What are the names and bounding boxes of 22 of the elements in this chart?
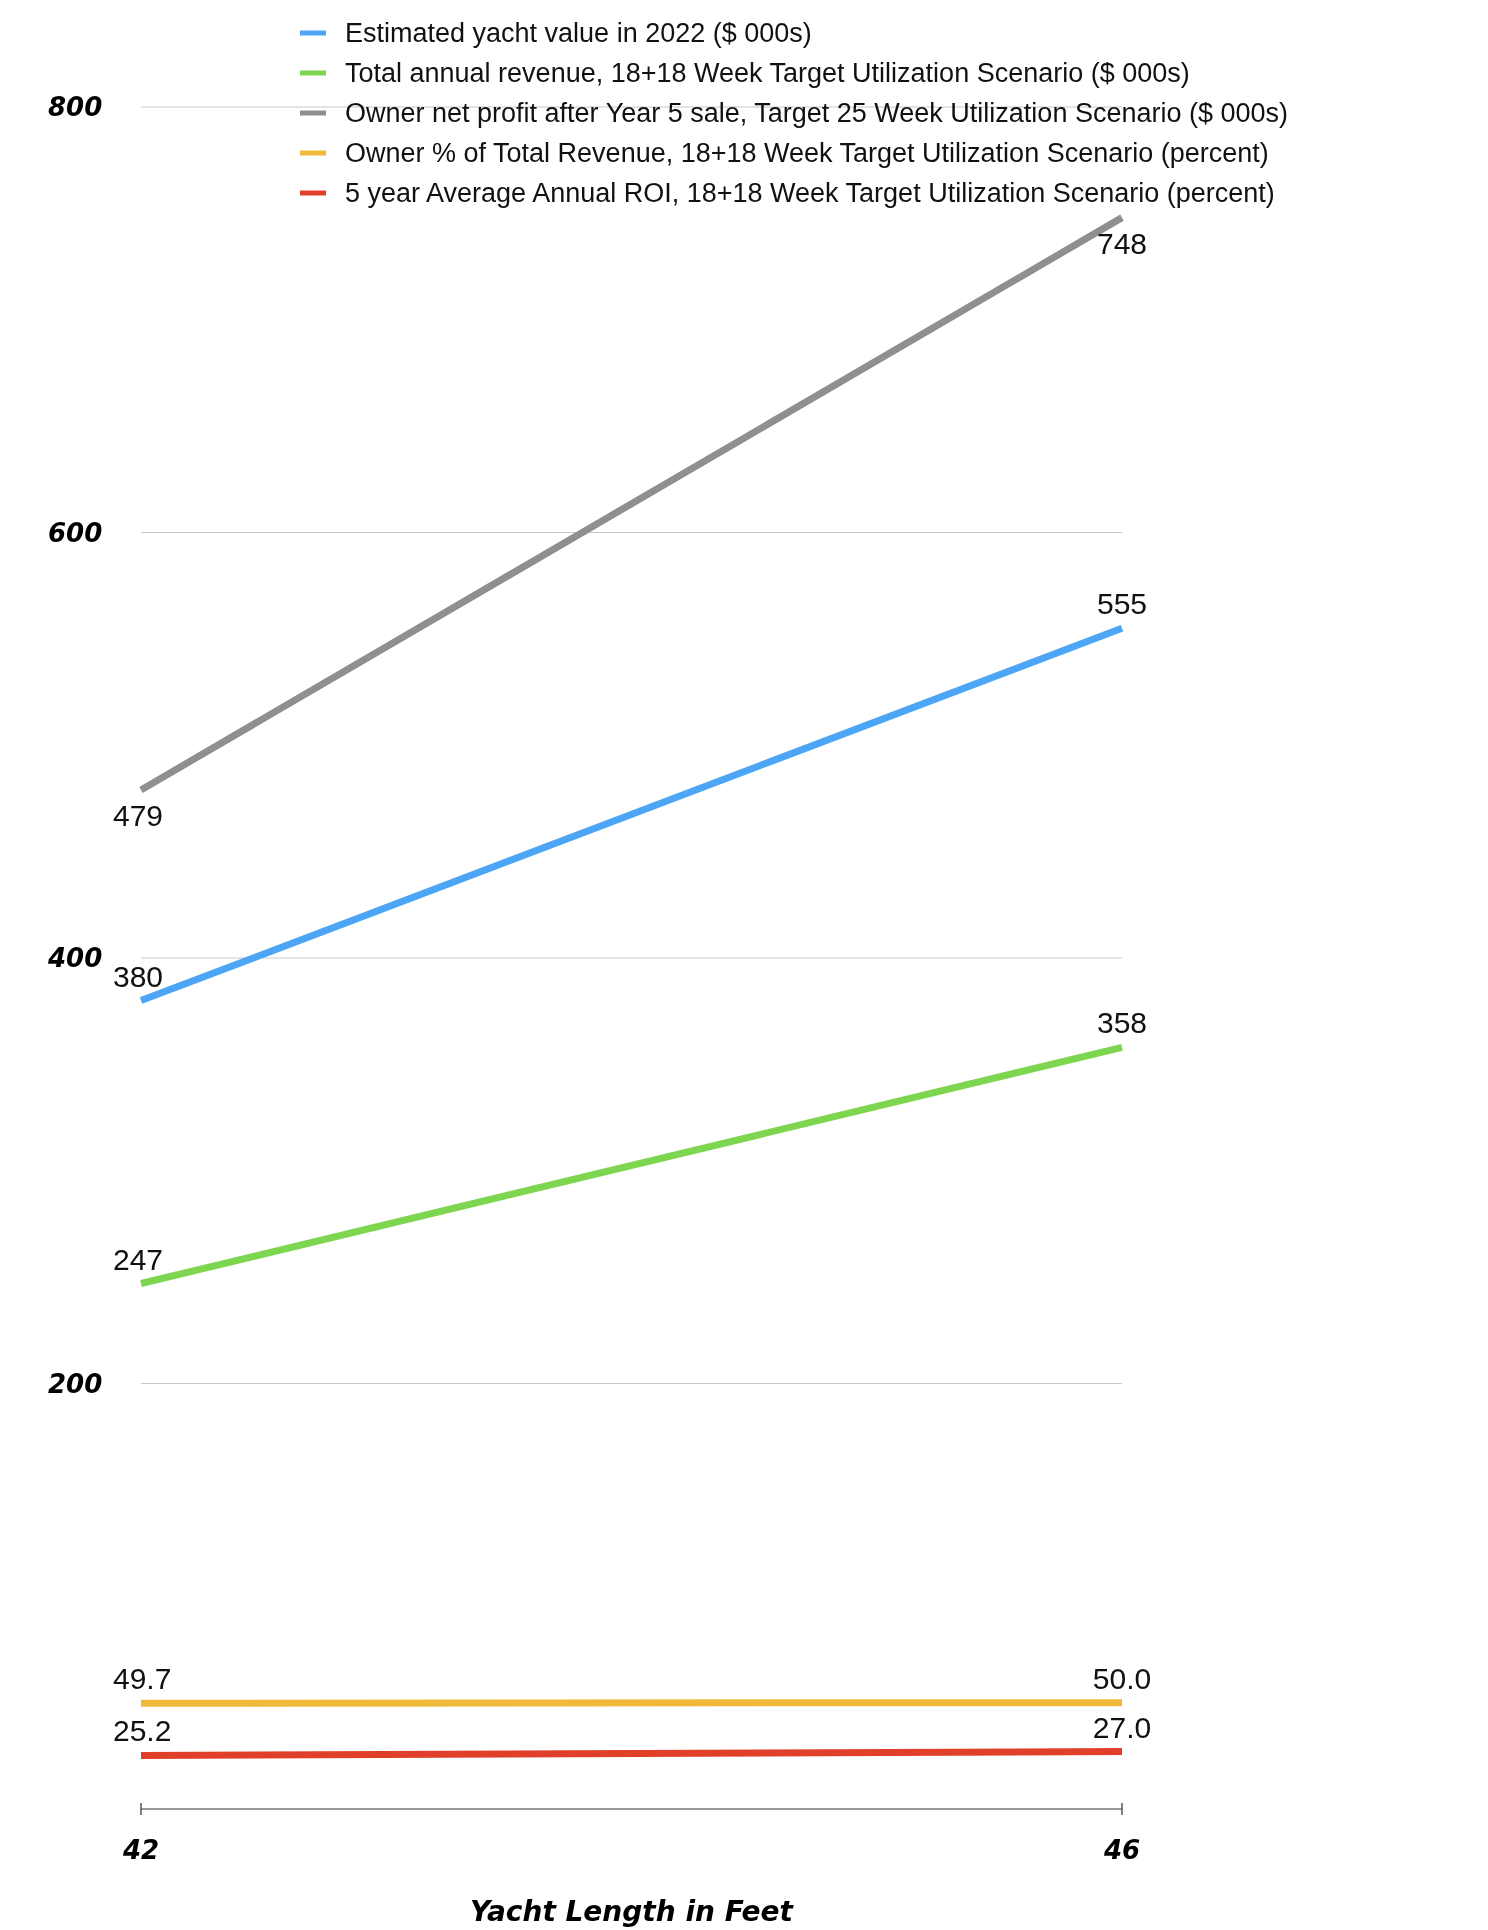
data-label: 479 — [113, 798, 164, 832]
x-tick-label: 42 — [121, 1835, 160, 1865]
x-axis-title: Yacht Length in Feet — [470, 1895, 795, 1928]
data-label: 27.0 — [1092, 1710, 1152, 1744]
data-label: 50.0 — [1092, 1661, 1152, 1695]
y-tick-label: 600 — [48, 517, 103, 548]
data-label: 555 — [1096, 587, 1148, 621]
data-label: 358 — [1096, 1006, 1148, 1040]
legend-label: Estimated yacht value in 2022 ($ 000s) — [345, 18, 812, 48]
data-label: 247 — [113, 1242, 164, 1276]
legend-label: 5 year Average Annual ROI, 18+18 Week Target Utilization Scenario (percent) — [345, 178, 1275, 208]
legend-label: Owner % of Total Revenue, 18+18 Week Target Utilization Scenario (percent) — [345, 138, 1269, 168]
legend-label: Owner net profit after Year 5 sale, Target 25 Week Utilization Scenario ($ 000s) — [345, 98, 1289, 128]
legend-label: Total annual revenue, 18+18 Week Target Utilization Scenario ($ 000s) — [345, 58, 1190, 88]
data-label: 25.2 — [113, 1714, 172, 1748]
data-label: 49.7 — [113, 1662, 172, 1696]
data-label: 380 — [113, 959, 164, 993]
data-label: 748 — [1096, 226, 1148, 260]
y-tick-label: 800 — [48, 92, 103, 122]
x-tick-label: 46 — [1102, 1835, 1141, 1865]
y-tick-label: 200 — [48, 1368, 103, 1399]
y-tick-label: 400 — [47, 943, 103, 973]
